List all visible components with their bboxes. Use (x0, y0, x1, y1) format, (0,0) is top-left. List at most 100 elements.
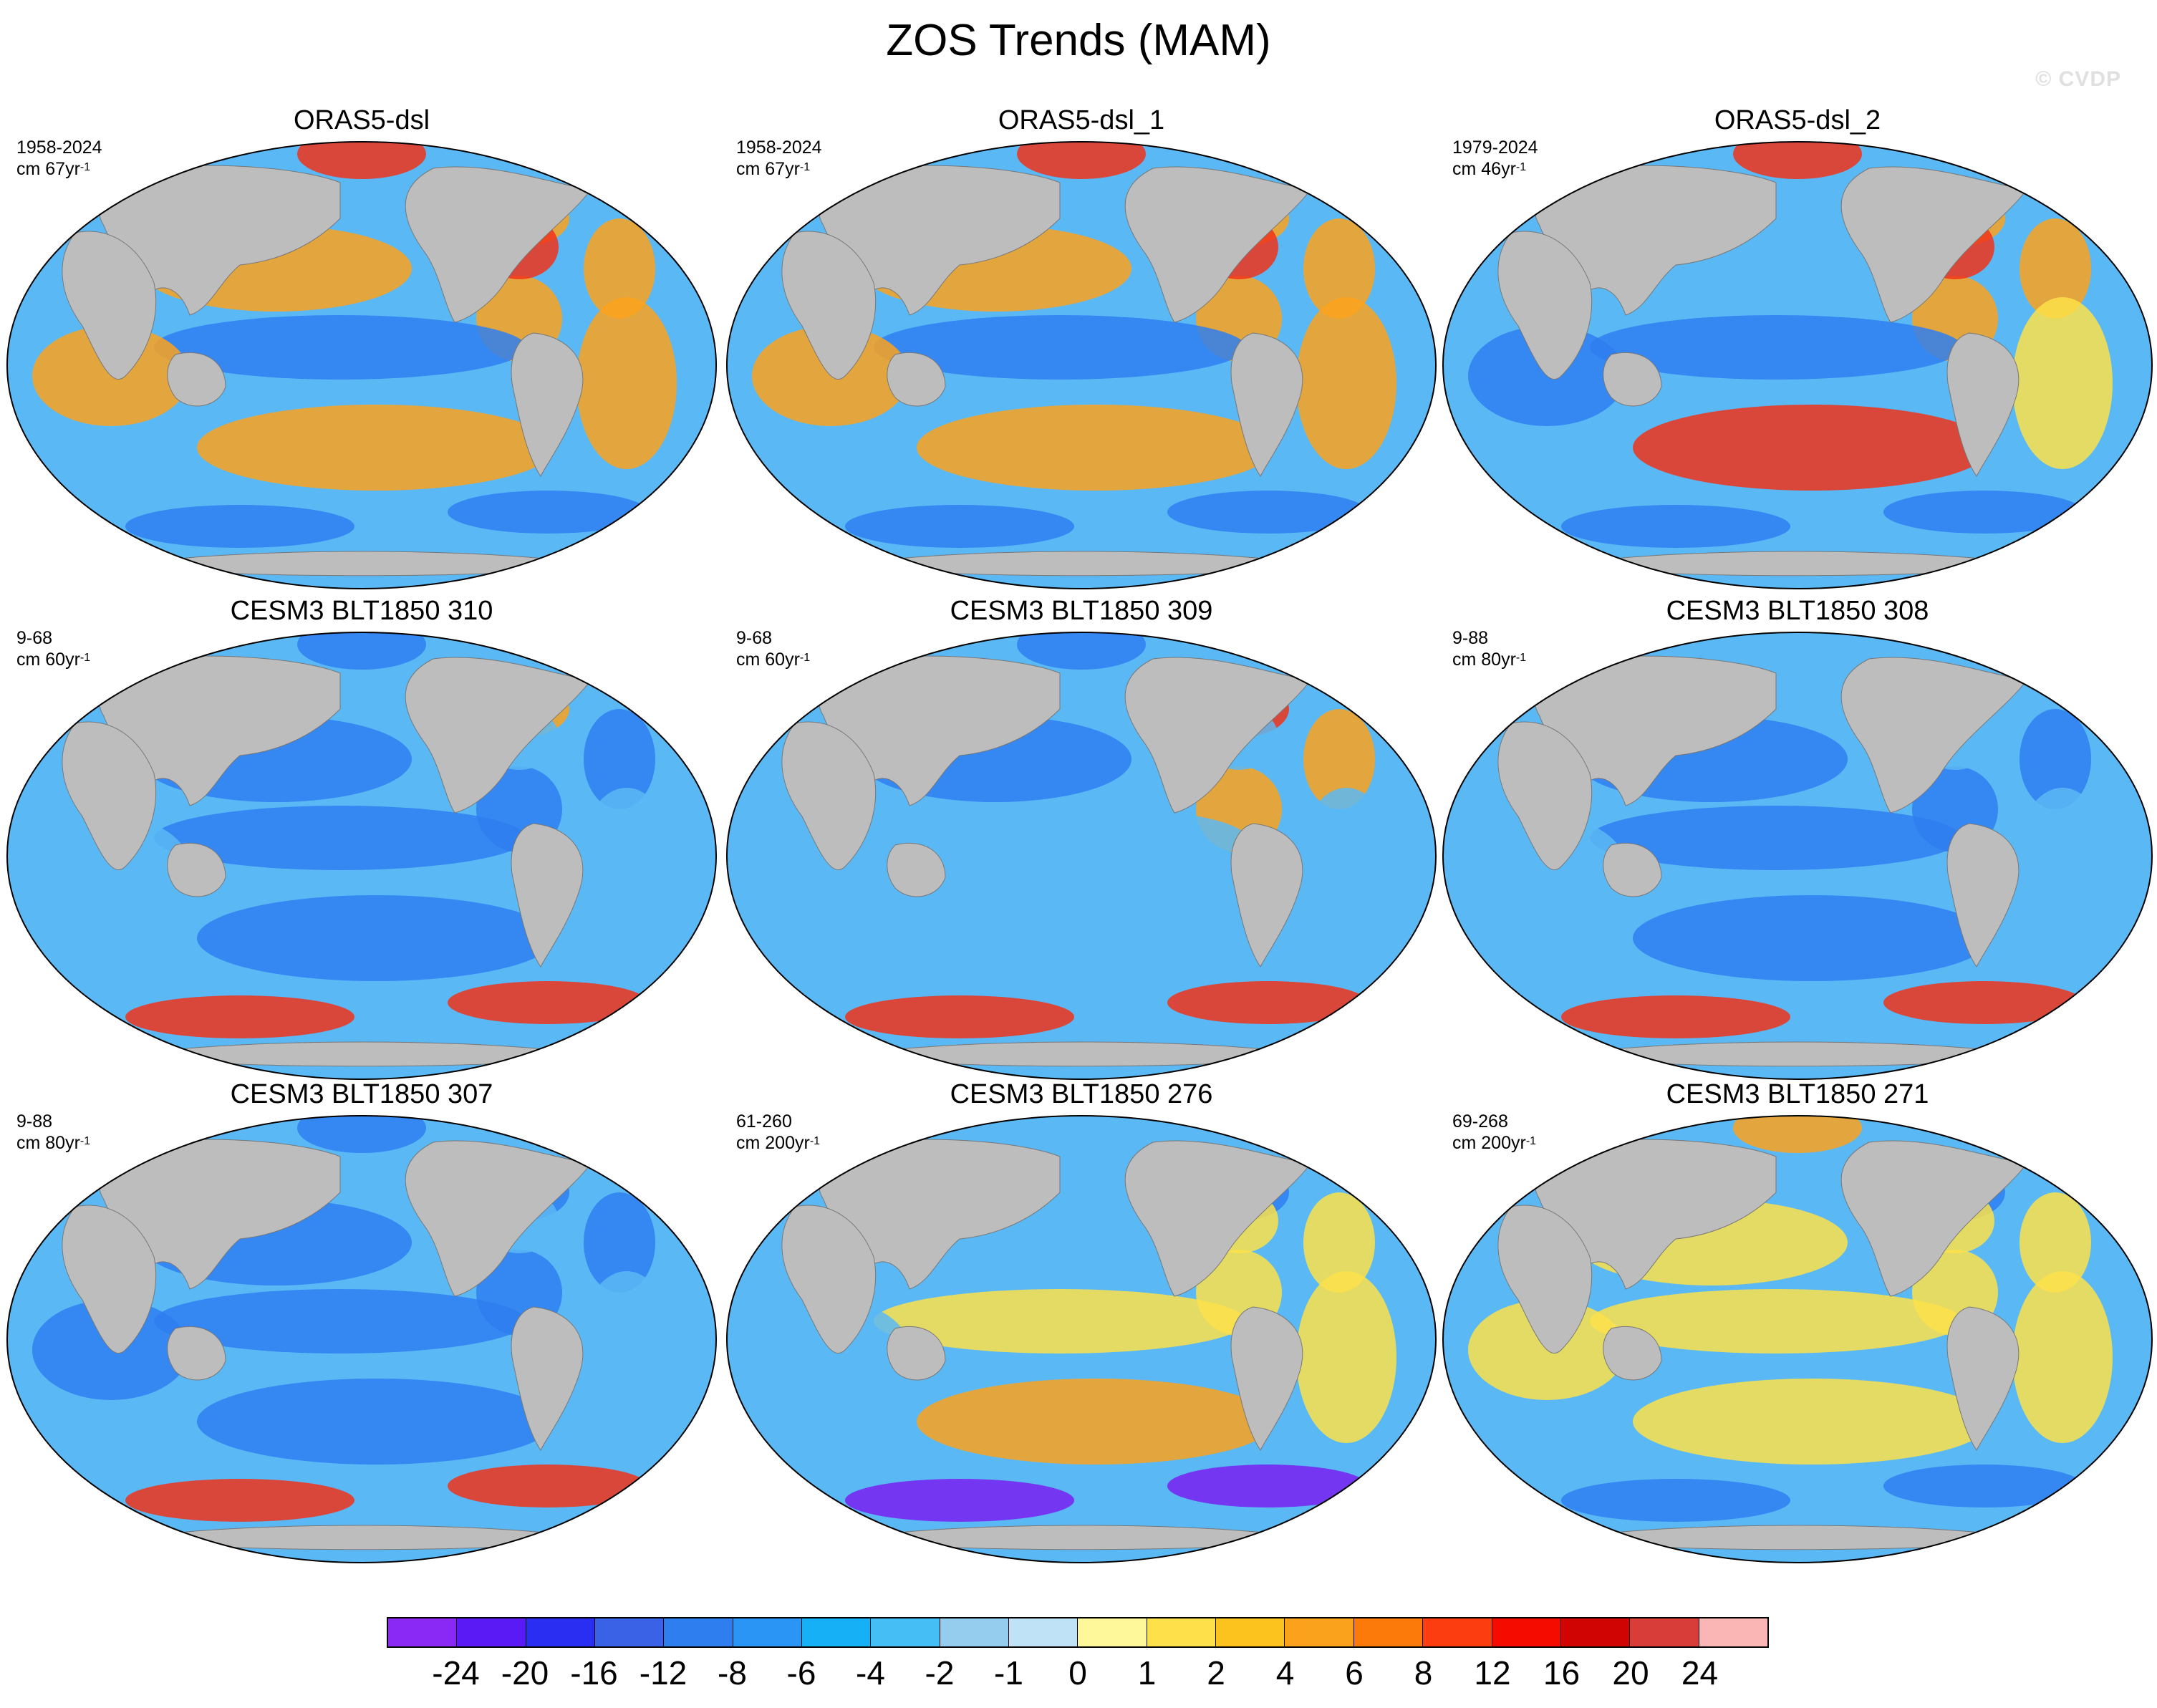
panel-period-info: 9-88 cm 80yr-1 (1452, 627, 1526, 670)
continent-land (1840, 657, 2027, 814)
continent-land (1603, 842, 1662, 897)
continent-land (1497, 231, 1593, 380)
continent-land (405, 1140, 592, 1297)
trend-region-eqp (1590, 315, 1962, 380)
colorbar-tick-label: -8 (718, 1654, 747, 1692)
colorbar-box (388, 1618, 458, 1646)
panel-units-exponent: -1 (799, 161, 811, 173)
trend-region-ant (1883, 981, 2084, 1024)
trend-region-na (2020, 1192, 2091, 1293)
continent-land (1535, 1139, 1777, 1290)
trend-region-ant (125, 995, 354, 1038)
continent-land (167, 352, 226, 407)
colorbar-tick-label: 20 (1612, 1654, 1649, 1692)
trend-region-sp (917, 1379, 1275, 1465)
panel-period-info: 1979-2024 cm 46yr-1 (1452, 137, 1538, 180)
continent-land (1946, 332, 2020, 477)
panel-units-exponent: -1 (79, 161, 91, 173)
trend-region-np (1733, 632, 1862, 670)
panel-period-info: 1958-2024 cm 67yr-1 (736, 137, 822, 180)
panel-units-exponent: -1 (799, 652, 811, 664)
panel-period-info: 1958-2024 cm 67yr-1 (16, 137, 102, 180)
trend-region-ant (845, 995, 1074, 1038)
continent-land (62, 721, 157, 871)
panel-period: 1958-2024 (736, 137, 822, 158)
trend-region-ant (448, 1465, 648, 1507)
colorbar-tick-label: 24 (1681, 1654, 1719, 1692)
panel-period: 69-268 (1452, 1111, 1508, 1132)
world-map (1442, 141, 2153, 589)
map-panel: CESM3 BLT1850 307 9-88 cm 80yr-1 (4, 1078, 720, 1565)
continent-land (99, 1139, 341, 1290)
trend-region-na (1303, 218, 1375, 319)
world-map (726, 141, 1437, 589)
continent-land (819, 655, 1061, 806)
panel-period: 1979-2024 (1452, 137, 1538, 158)
continent-land (405, 657, 592, 814)
trend-region-ant (1561, 505, 1790, 548)
trend-region-ant (1167, 491, 1368, 534)
panel-title: ORAS5-dsl_1 (998, 105, 1165, 135)
trend-region-sa (2012, 297, 2113, 469)
panel-period: 9-68 (16, 628, 53, 648)
panel-period-info: 9-68 cm 60yr-1 (736, 627, 810, 670)
trend-region-sp (1633, 405, 1991, 491)
trend-region-na (584, 1192, 655, 1293)
panel-units: cm 200yr-1 (736, 1132, 820, 1154)
trend-region-eqp (874, 806, 1246, 870)
trend-region-eqp (874, 1289, 1246, 1354)
trend-region-sa (2012, 1271, 2113, 1443)
colorbar-tick-label: -24 (432, 1654, 480, 1692)
trend-region-ant (448, 981, 648, 1024)
colorbar-box (1147, 1618, 1217, 1646)
continent-land (1603, 352, 1662, 407)
trend-region-sp (197, 895, 555, 981)
continent-land (781, 1205, 877, 1354)
colorbar-box (1009, 1618, 1078, 1646)
continent-land (99, 165, 341, 316)
trend-region-np (1017, 632, 1146, 670)
panel-period-info: 61-260 cm 200yr-1 (736, 1111, 820, 1154)
colorbar-box (871, 1618, 940, 1646)
trend-region-na (584, 709, 655, 809)
continent-land (1840, 1140, 2027, 1297)
trend-region-ant (1561, 1479, 1790, 1522)
panel-units-exponent: -1 (1525, 1135, 1537, 1147)
colorbar-box (526, 1618, 596, 1646)
map-outline (6, 141, 717, 589)
panel-period-info: 9-88 cm 80yr-1 (16, 1111, 90, 1154)
trend-region-ant (1167, 1465, 1368, 1507)
continent-land (511, 332, 584, 477)
continent-land (511, 1306, 584, 1451)
colorbar-box (1078, 1618, 1147, 1646)
colorbar-tick-label: 8 (1414, 1654, 1433, 1692)
colorbar-box (595, 1618, 665, 1646)
trend-region-na (2020, 709, 2091, 809)
trend-region-sp (917, 405, 1275, 491)
map-panel: ORAS5-dsl 1958-2024 cm 67yr-1 (4, 104, 720, 591)
colorbar-box (1699, 1618, 1767, 1646)
panel-units-text: cm 80yr (16, 1133, 80, 1153)
panel-period: 9-88 (16, 1111, 53, 1132)
figure-title: ZOS Trends (MAM) (886, 16, 1271, 65)
trend-region-sa (576, 788, 677, 960)
trend-region-sp (197, 1379, 555, 1465)
map-panel: CESM3 BLT1850 308 9-88 cm 80yr-1 (1439, 594, 2156, 1081)
colorbar (387, 1617, 1769, 1648)
world-map (1442, 632, 2153, 1080)
continent-land (887, 352, 946, 407)
colorbar-tick-label: -4 (856, 1654, 885, 1692)
continent-land (1946, 823, 2020, 968)
colorbar-tick-label: -2 (925, 1654, 955, 1692)
panel-units-text: cm 80yr (1452, 650, 1516, 670)
colorbar-box (1630, 1618, 1699, 1646)
trend-region-eqp (1590, 1289, 1962, 1354)
map-outline (726, 1115, 1437, 1563)
continent-land (167, 1326, 226, 1381)
continent-land (1230, 823, 1303, 968)
trend-region-na (1303, 709, 1375, 809)
panel-units: cm 67yr-1 (736, 158, 822, 180)
panel-title: ORAS5-dsl (293, 105, 430, 135)
continent-land (819, 1139, 1061, 1290)
trend-region-sa (1296, 788, 1396, 960)
